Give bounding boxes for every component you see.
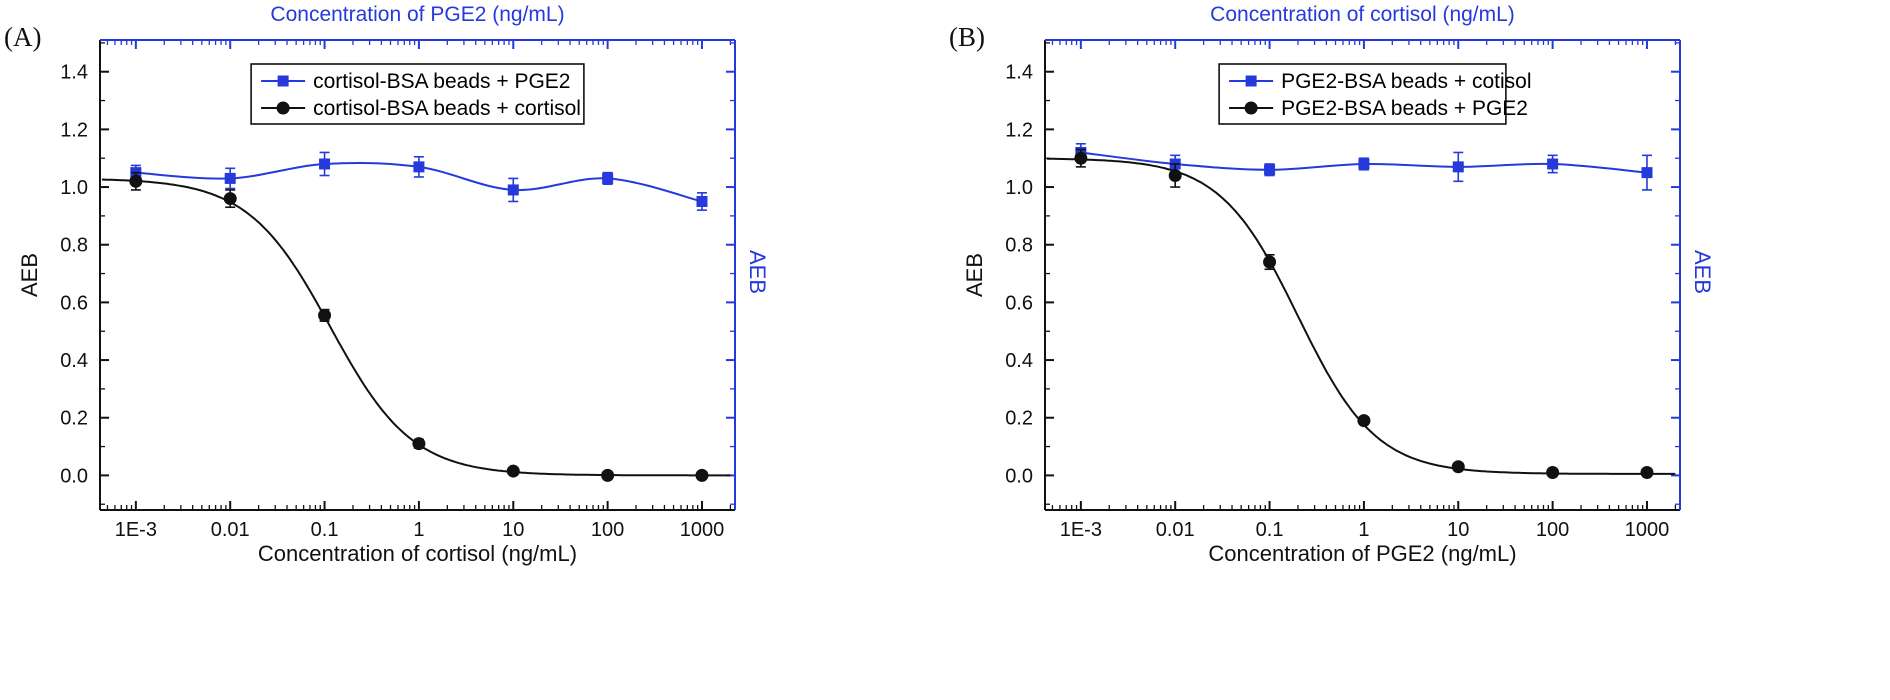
data-point-square (696, 195, 708, 207)
x-tick-label: 100 (1536, 519, 1569, 541)
panel-b: 1E-3 0.01 0.1 1 10 100 1000 0.0 0.2 0.4 0.6 0.8 1.0 1… (945, 0, 1890, 700)
x-tick-label: 10 (502, 519, 524, 541)
legend-marker-square (277, 75, 289, 87)
data-point-circle (506, 464, 520, 478)
panel-label-a: (A) (4, 22, 42, 52)
data-point-circle (1168, 169, 1182, 183)
y-tick-label: 0.4 (1005, 350, 1033, 372)
x-tick-label: 0.1 (1256, 519, 1284, 541)
data-point-square (1641, 167, 1653, 179)
x-tick-label: 1 (1358, 519, 1369, 541)
legend-label: cortisol-BSA beads + cortisol (313, 97, 581, 120)
y-tick-label: 0.6 (1005, 292, 1033, 314)
y-tick-label: 1.2 (1005, 119, 1033, 141)
panel-label-b: (B) (949, 22, 985, 52)
data-point-square (1358, 158, 1370, 170)
data-point-square (413, 161, 425, 173)
legend-label: cortisol-BSA beads + PGE2 (313, 70, 570, 93)
y-tick-label: 0.6 (60, 292, 88, 314)
y-axis-title-left-b: AEB (962, 252, 987, 298)
y-tick-label: 0.0 (1005, 465, 1033, 487)
data-point-circle (1451, 460, 1465, 474)
y-tick-label: 1.4 (60, 62, 88, 84)
legend-label: PGE2-BSA beads + PGE2 (1281, 97, 1528, 120)
legend-marker-circle (1244, 101, 1258, 115)
x-tick-label: 1E-3 (115, 519, 157, 541)
data-point-circle (695, 468, 709, 482)
y-tick-label: 0.2 (60, 408, 88, 430)
panel-a: 1E-3 0.01 0.1 1 10 100 1000 0.0 0.2 0.4 0.6 0.8 1.0 1… (4, 3, 770, 566)
plot-area-b: 1E-3 0.01 0.1 1 10 100 1000 0.0 0.2 0.4 0.6 0.8 1.0 1… (1005, 39, 1681, 541)
legend-marker-circle (276, 101, 290, 115)
data-point-square (319, 158, 331, 170)
y-tick-label: 1.4 (1005, 62, 1033, 84)
data-point-circle (1074, 151, 1088, 165)
y-axis-title-right-b: AEB (1690, 249, 1715, 295)
legend-marker-square (1245, 75, 1257, 87)
y-tick-label: 1.0 (1005, 177, 1033, 199)
data-point-square (602, 172, 614, 184)
data-point-circle (1263, 255, 1277, 269)
legend-label: PGE2-BSA beads + cotisol (1281, 70, 1531, 93)
top-axis-title-b: Concentration of cortisol (ng/mL) (1210, 3, 1515, 26)
x-tick-label: 1E-3 (1060, 519, 1102, 541)
y-tick-label: 1.2 (60, 119, 88, 141)
data-point-circle (1640, 466, 1654, 480)
x-tick-label: 1 (413, 519, 424, 541)
data-point-square (224, 172, 236, 184)
data-point-circle (129, 174, 143, 188)
y-tick-label: 0.0 (60, 465, 88, 487)
top-axis-title-a: Concentration of PGE2 (ng/mL) (270, 3, 565, 26)
y-tick-label: 1.0 (60, 177, 88, 199)
y-tick-label: 0.8 (60, 235, 88, 257)
series-curve-1 (1046, 157, 1676, 475)
data-point-square (507, 184, 519, 196)
data-point-circle (601, 468, 615, 482)
x-axis-title-a: Concentration of cortisol (ng/mL) (257, 541, 578, 566)
y-axis-title-left-a: AEB (17, 252, 42, 298)
legend-box (1218, 63, 1507, 125)
series-curve-1 (101, 178, 731, 477)
x-tick-label: 0.01 (211, 519, 250, 541)
plot-area-a: 1E-3 0.01 0.1 1 10 100 1000 0.0 0.2 0.4 0.6 0.8 1.0 1… (60, 39, 736, 541)
data-point-circle (1357, 414, 1371, 428)
data-point-square (1264, 164, 1276, 176)
y-axis-title-right-a: AEB (745, 249, 770, 295)
data-point-circle (1546, 466, 1560, 480)
legend-box (250, 63, 585, 125)
x-tick-label: 100 (591, 519, 624, 541)
data-point-square (1452, 161, 1464, 173)
y-tick-label: 0.4 (60, 350, 88, 372)
data-point-circle (223, 192, 237, 206)
y-tick-label: 0.2 (1005, 408, 1033, 430)
x-tick-label: 1000 (1625, 519, 1670, 541)
data-point-circle (318, 308, 332, 322)
x-tick-label: 10 (1447, 519, 1469, 541)
x-tick-label: 0.01 (1156, 519, 1195, 541)
x-axis-title-b: Concentration of PGE2 (ng/mL) (1208, 541, 1517, 566)
x-tick-label: 0.1 (311, 519, 339, 541)
x-tick-label: 1000 (680, 519, 725, 541)
y-tick-label: 0.8 (1005, 235, 1033, 257)
data-point-square (1547, 158, 1559, 170)
data-point-circle (412, 437, 426, 451)
